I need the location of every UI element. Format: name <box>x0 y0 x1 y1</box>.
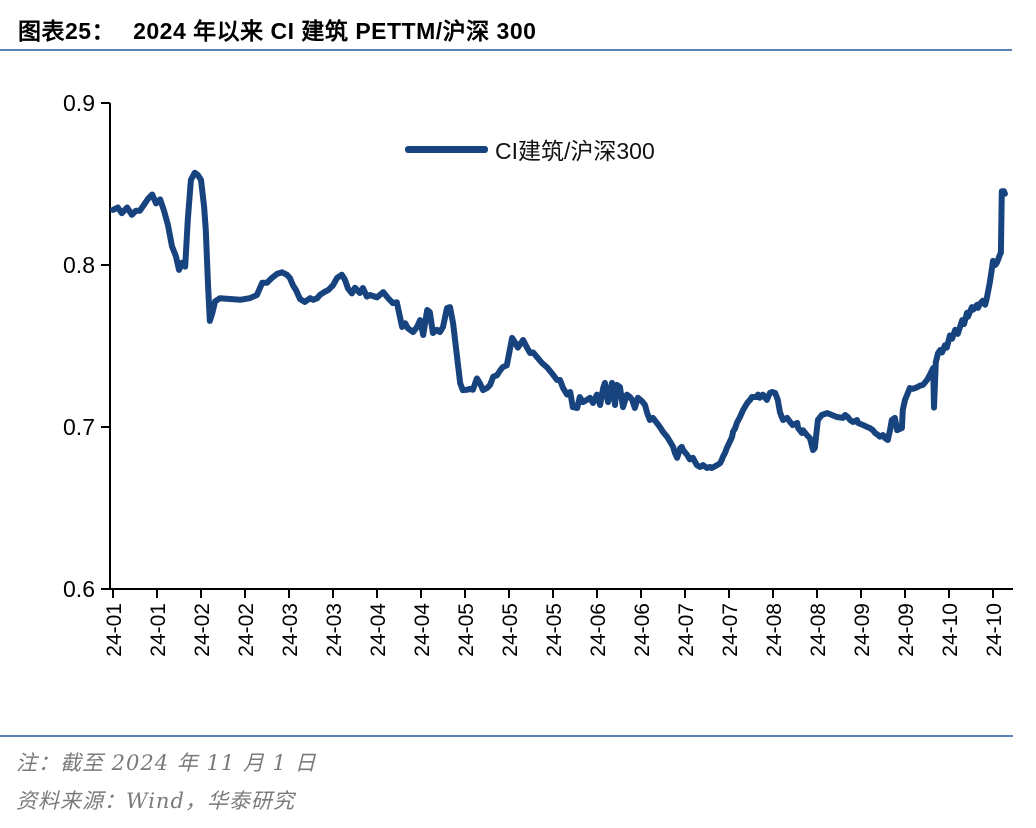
x-tick-label: 24-10 <box>939 603 962 657</box>
chart-note: 注：截至 2024 年 11 月 1 日 <box>16 751 317 775</box>
figure-title: 图表25： 2024 年以来 CI 建筑 PETTM/沪深 300 <box>18 12 536 46</box>
x-tick-label: 24-05 <box>543 603 566 657</box>
x-tick-label: 24-05 <box>455 603 478 657</box>
chart-legend: CI建筑/沪深300 <box>405 132 655 166</box>
figure-number-label: 图表25： <box>18 18 116 44</box>
x-tick-label: 24-03 <box>279 603 302 657</box>
figure-title-text: 2024 年以来 CI 建筑 PETTM/沪深 300 <box>133 18 537 44</box>
x-tick-label: 24-09 <box>895 603 918 657</box>
x-tick-label: 24-01 <box>147 603 170 657</box>
x-tick-label: 24-01 <box>103 603 126 657</box>
legend-line-swatch <box>405 145 488 153</box>
title-divider-line <box>0 49 1012 51</box>
series-line <box>110 169 1008 471</box>
x-tick-label: 24-07 <box>675 603 698 657</box>
y-tick-label: 0.9 <box>63 90 95 116</box>
x-tick-label: 24-05 <box>499 603 522 657</box>
x-tick-label: 24-04 <box>411 603 434 657</box>
x-tick-label: 24-07 <box>719 603 742 657</box>
x-tick-label: 24-06 <box>631 603 654 657</box>
y-tick-label: 0.8 <box>63 252 95 278</box>
x-tick-label: 24-02 <box>191 603 214 657</box>
x-tick-label: 24-09 <box>851 603 874 657</box>
chart-source: 资料来源：Wind，华泰研究 <box>16 789 295 813</box>
footer-divider-line <box>0 735 1013 737</box>
legend-series-label: CI建筑/沪深300 <box>495 138 655 164</box>
x-tick-label: 24-08 <box>807 603 830 657</box>
x-tick-label: 24-02 <box>235 603 258 657</box>
x-tick-label: 24-04 <box>367 603 390 657</box>
x-tick-label: 24-08 <box>763 603 786 657</box>
x-tick-label: 24-03 <box>323 603 346 657</box>
x-tick-label: 24-06 <box>587 603 610 657</box>
y-tick-label: 0.6 <box>63 576 95 602</box>
x-tick-label: 24-10 <box>983 603 1006 657</box>
y-tick-label: 0.7 <box>63 414 95 440</box>
